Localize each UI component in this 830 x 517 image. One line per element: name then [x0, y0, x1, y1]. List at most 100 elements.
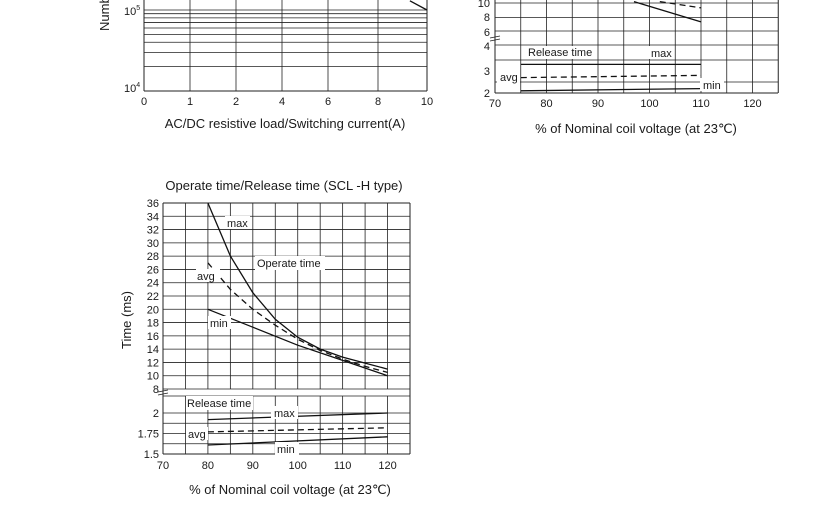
chart1: Numb 105 104 0 1 2 4 6 8 10 AC/DC resistive lo… [97, 0, 433, 131]
chart2-yticks: 10 8 6 4 3 2 [478, 0, 490, 100]
chart3-axis-break [157, 389, 169, 393]
chart2-series-line [520, 74, 702, 79]
chart1-ytick-1e5: 105 [124, 5, 140, 18]
chart3-series-line [207, 262, 388, 374]
chart3-ytick-upper: 32 [147, 225, 159, 237]
chart3-operate-label: Operate time [257, 258, 321, 270]
chart3-rel-min-label-bg [275, 442, 299, 455]
chart2-series-line [659, 0, 702, 9]
chart1-xtick: 1 [187, 96, 193, 108]
chart1-xtick: 4 [279, 96, 285, 108]
chart2-series-line [633, 0, 702, 23]
chart1-curves [409, 0, 428, 11]
chart3-xtick: 100 [289, 460, 307, 472]
chart1-xtick: 2 [233, 96, 239, 108]
chart3-rel-max-label: max [274, 408, 295, 420]
chart1-xtick: 10 [421, 96, 433, 108]
chart2-curves [520, 0, 702, 92]
chart3-xtick: 90 [247, 460, 259, 472]
chart2-xtick: 70 [489, 98, 501, 110]
chart3-ytick-upper: 24 [147, 278, 159, 290]
chart3-xtick: 70 [157, 460, 169, 472]
chart2-min-label: min [703, 80, 721, 92]
chart3-ytick-upper: 22 [147, 291, 159, 303]
chart2-ytick: 10 [478, 0, 490, 10]
chart3-op-max-label: max [227, 218, 248, 230]
chart2-series-line [520, 87, 702, 92]
chart1-xtick: 0 [141, 96, 147, 108]
chart3-release-label: Release time [187, 398, 251, 410]
chart3-xticks: 70 80 90 100 110 120 [157, 460, 397, 472]
chart2-ytick: 4 [484, 41, 490, 53]
chart3-rel-avg-label-bg [186, 427, 208, 440]
chart1-series-line [409, 0, 428, 11]
chart3: Operate time/Release time (SCL -H type) … [119, 178, 411, 497]
chart3-ytick-upper: 18 [147, 318, 159, 330]
chart2-ytick: 8 [484, 12, 490, 24]
chart2-release-label: Release time [528, 47, 592, 59]
chart2-xtick: 90 [592, 98, 604, 110]
chart3-ytick-upper: 12 [147, 357, 159, 369]
chart3-series-line [207, 436, 388, 446]
chart3-op-min-label: min [210, 318, 228, 330]
chart3-ytick-upper: 34 [147, 211, 159, 223]
chart1-xticks: 0 1 2 4 6 8 10 [141, 96, 433, 108]
chart3-series-line [207, 308, 388, 377]
chart2-min-label-bg [700, 78, 724, 91]
chart2-ytick: 3 [484, 66, 490, 78]
chart3-ytick-upper: 14 [147, 344, 159, 356]
chart1-ylabel: Numb [97, 0, 112, 31]
chart2: 10 8 6 4 3 2 70 80 90 100 110 120 Release time max… [478, 0, 779, 136]
chart2-xticks: 70 80 90 100 110 120 [489, 98, 762, 110]
chart3-op-min-label-bg [208, 316, 231, 329]
chart2-xtick: 100 [640, 98, 658, 110]
chart2-max-label: max [651, 48, 672, 60]
chart2-axis-break [489, 35, 501, 39]
chart1-xlabel: AC/DC resistive load/Switching current(A… [165, 116, 406, 131]
chart2-ytick: 6 [484, 27, 490, 39]
chart2-xtick: 110 [692, 98, 710, 110]
chart2-max-label-bg [648, 46, 674, 59]
chart3-ytick-upper: 26 [147, 264, 159, 276]
chart2-axis-break [489, 38, 501, 42]
chart3-title: Operate time/Release time (SCL -H type) [165, 178, 402, 193]
chart2-avg-label-bg [497, 70, 520, 83]
chart3-release-label-bg [186, 396, 253, 410]
chart3-grid [157, 202, 411, 455]
chart3-ytick-upper: 28 [147, 251, 159, 263]
chart3-ytick-upper: 16 [147, 331, 159, 343]
chart3-operate-label-bg [255, 256, 325, 270]
chart3-series-line [207, 202, 388, 370]
chart3-ytick-upper: 20 [147, 304, 159, 316]
chart3-ytick-upper: 36 [147, 198, 159, 210]
chart2-avg-label: avg [500, 72, 518, 84]
chart3-op-avg-label-bg [196, 269, 220, 282]
chart1-ytick-1e4: 104 [124, 82, 140, 95]
chart2-xtick: 80 [540, 98, 552, 110]
chart3-ytick-lower: 1.5 [144, 449, 159, 461]
chart3-ytick-upper: 8 [153, 384, 159, 396]
chart2-release-label-bg [527, 46, 593, 59]
chart1-xtick: 6 [325, 96, 331, 108]
chart3-rel-avg-label: avg [188, 429, 206, 441]
chart3-axis-break [157, 392, 169, 396]
chart2-ytick: 2 [484, 88, 490, 100]
chart3-op-avg-label: avg [197, 271, 215, 283]
chart3-ytick-upper: 30 [147, 238, 159, 250]
chart3-ytick-lower: 1.75 [138, 429, 159, 441]
chart3-ylabel: Time (ms) [119, 291, 134, 349]
chart1-grid [143, 0, 428, 92]
chart2-xtick: 120 [743, 98, 761, 110]
chart3-xtick: 120 [378, 460, 396, 472]
chart3-xtick: 80 [202, 460, 214, 472]
chart3-ytick-lower: 2 [153, 408, 159, 420]
chart3-rel-max-label-bg [271, 406, 298, 419]
chart2-xlabel: % of Nominal coil voltage (at 23℃) [535, 121, 737, 136]
chart3-op-max-label-bg [225, 216, 250, 229]
chart3-ytick-upper: 10 [147, 371, 159, 383]
chart3-rel-min-label: min [277, 444, 295, 456]
chart3-xtick: 110 [334, 460, 352, 472]
chart1-xtick: 8 [375, 96, 381, 108]
